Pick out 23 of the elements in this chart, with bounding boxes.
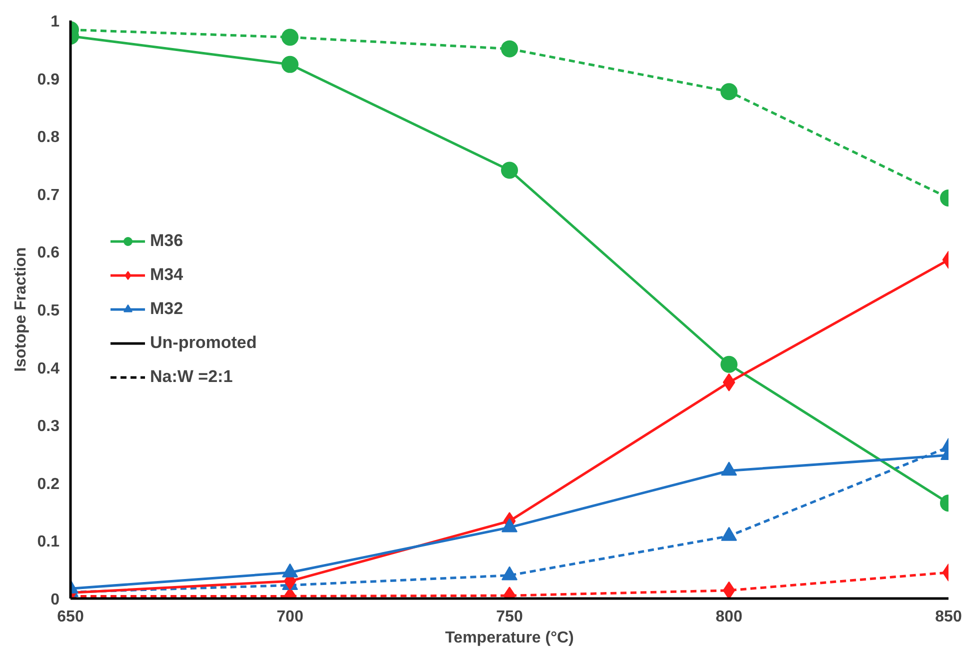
x-tick-label: 750: [496, 608, 523, 626]
legend-label: M34: [150, 265, 184, 285]
x-tick-label: 700: [276, 608, 304, 626]
y-tick-label: 0.2: [37, 476, 60, 493]
y-tick-label: 0.3: [37, 418, 60, 436]
annotation: Na:W =2:1: [150, 367, 233, 387]
y-tick-label: 0.7: [37, 186, 60, 204]
x-tick-label: 650: [57, 608, 84, 626]
y-axis-title: Isotope Fraction: [12, 247, 30, 372]
y-tick-label: 0.9: [37, 71, 60, 88]
y-tick-label: 0.5: [37, 302, 60, 320]
x-axis-title: Temperature (°C): [445, 630, 574, 646]
legend-label: M36: [150, 231, 184, 251]
y-tick-label: 0.1: [37, 534, 60, 551]
y-tick-label: 0.6: [37, 244, 60, 262]
y-tick-label: 0.8: [37, 129, 60, 146]
y-tick-label: 0: [50, 592, 60, 608]
y-tick-label: 1: [50, 14, 60, 30]
x-tick-label: 800: [716, 608, 742, 626]
x-tick-label: 850: [935, 608, 962, 626]
legend-label: M32: [150, 299, 184, 319]
annotation: Un-promoted: [150, 333, 257, 353]
y-tick-label: 0.4: [37, 360, 60, 378]
